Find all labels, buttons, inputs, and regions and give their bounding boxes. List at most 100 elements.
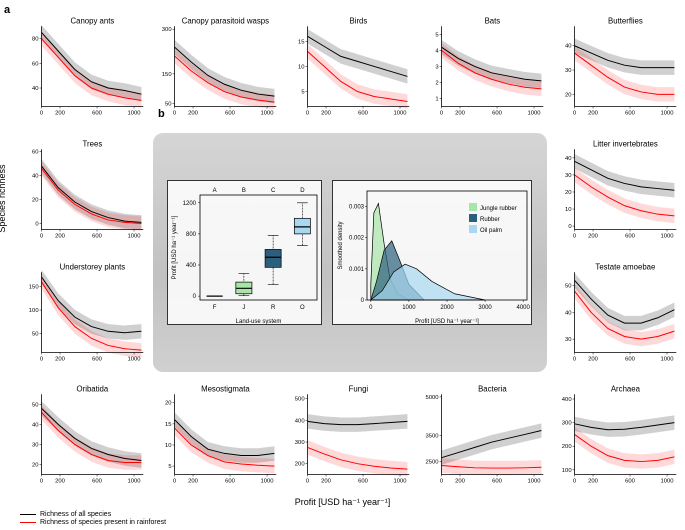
svg-text:40: 40 <box>565 310 572 316</box>
svg-text:500: 500 <box>295 397 306 403</box>
svg-text:C: C <box>271 188 276 194</box>
svg-text:Land-use system: Land-use system <box>236 319 282 325</box>
svg-text:30: 30 <box>565 337 572 343</box>
svg-text:200: 200 <box>588 356 599 362</box>
mini-chart-bats: Bats0200600100012345 <box>420 10 547 127</box>
svg-text:0: 0 <box>173 110 177 116</box>
svg-text:200: 200 <box>188 479 199 485</box>
svg-text:1000: 1000 <box>527 479 541 485</box>
svg-text:Birds: Birds <box>350 16 368 25</box>
svg-text:0: 0 <box>361 298 365 304</box>
svg-text:200: 200 <box>295 462 306 468</box>
svg-text:0: 0 <box>40 110 44 116</box>
svg-text:1000: 1000 <box>128 110 142 116</box>
svg-text:40: 40 <box>32 423 39 429</box>
svg-text:0: 0 <box>439 110 443 116</box>
svg-text:4000: 4000 <box>517 305 531 311</box>
svg-text:20: 20 <box>32 197 39 203</box>
svg-text:0: 0 <box>568 224 572 230</box>
legend-label-all: Richness of all species <box>40 511 111 518</box>
svg-text:10: 10 <box>298 64 305 70</box>
svg-text:Fungi: Fungi <box>349 385 369 394</box>
legend-line-black <box>20 514 36 516</box>
svg-text:5: 5 <box>302 89 306 95</box>
svg-text:60: 60 <box>32 149 39 155</box>
svg-text:200: 200 <box>55 233 66 239</box>
chart-grid: Canopy ants02006001000406080Canopy paras… <box>20 10 680 495</box>
svg-text:40: 40 <box>32 173 39 179</box>
svg-text:600: 600 <box>92 233 103 239</box>
svg-text:1000: 1000 <box>527 110 541 116</box>
svg-text:100: 100 <box>562 468 573 474</box>
svg-text:5000: 5000 <box>425 395 439 401</box>
svg-text:0: 0 <box>439 479 443 485</box>
mini-chart-birds: Birds0200600100051015 <box>286 10 413 127</box>
mini-chart-fungi: Fungi02006001000200300400500 <box>286 378 413 495</box>
svg-text:600: 600 <box>359 110 370 116</box>
legend-label-rainforest: Richness of species present in rainfores… <box>40 519 166 526</box>
svg-text:Butterflies: Butterflies <box>608 16 643 25</box>
svg-text:600: 600 <box>92 356 103 362</box>
svg-text:1000: 1000 <box>660 233 674 239</box>
svg-text:200: 200 <box>188 110 199 116</box>
svg-text:20: 20 <box>565 92 572 98</box>
svg-text:Canopy parasitoid wasps: Canopy parasitoid wasps <box>182 16 269 25</box>
svg-text:20: 20 <box>32 463 39 469</box>
center-panel: 04008001200AFBJCRDOLand-use systemProfit… <box>153 133 547 373</box>
svg-text:1000: 1000 <box>261 479 275 485</box>
svg-text:Testate amoebae: Testate amoebae <box>595 262 655 271</box>
svg-text:O: O <box>301 305 306 311</box>
svg-text:50: 50 <box>32 331 39 337</box>
svg-text:60: 60 <box>32 61 39 67</box>
svg-text:0: 0 <box>40 233 44 239</box>
svg-text:4: 4 <box>435 48 439 54</box>
svg-text:30: 30 <box>32 443 39 449</box>
legend-item-all: Richness of all species <box>20 511 166 518</box>
svg-text:Trees: Trees <box>83 139 103 148</box>
svg-text:Bats: Bats <box>484 16 500 25</box>
svg-text:1000: 1000 <box>128 356 142 362</box>
svg-text:0: 0 <box>40 479 44 485</box>
svg-text:50: 50 <box>165 102 172 108</box>
x-axis-label: Profit [USD ha⁻¹ year⁻¹] <box>295 497 391 508</box>
mini-chart-trees: Trees020060010000204060 <box>20 133 147 250</box>
center-content: 04008001200AFBJCRDOLand-use systemProfit… <box>153 133 547 373</box>
svg-text:Profit [USD ha⁻¹ year⁻¹]: Profit [USD ha⁻¹ year⁻¹] <box>172 215 178 279</box>
mini-chart-canopy-ants: Canopy ants02006001000406080 <box>20 10 147 127</box>
svg-text:3: 3 <box>435 64 438 70</box>
mini-chart-litter-invertebrates: Litter invertebrates02006001000010203040 <box>553 133 680 250</box>
svg-text:0: 0 <box>573 110 577 116</box>
svg-text:15: 15 <box>165 422 172 428</box>
mini-chart-testate-amoebae: Testate amoebae02006001000304050 <box>553 256 680 373</box>
svg-text:200: 200 <box>588 479 599 485</box>
svg-text:1200: 1200 <box>183 201 197 207</box>
svg-text:600: 600 <box>492 110 503 116</box>
svg-text:Oribatida: Oribatida <box>77 385 109 394</box>
mini-chart-archaea: Archaea02006001000100200300400 <box>553 378 680 495</box>
svg-text:300: 300 <box>162 27 173 33</box>
svg-text:200: 200 <box>562 444 573 450</box>
svg-text:150: 150 <box>29 284 40 290</box>
svg-text:0: 0 <box>193 294 197 300</box>
svg-text:A: A <box>213 188 217 194</box>
svg-text:40: 40 <box>32 86 39 92</box>
mini-chart-canopy-parasitoid-wasps: Canopy parasitoid wasps02006001000501503… <box>153 10 280 127</box>
svg-text:2000: 2000 <box>441 305 455 311</box>
svg-text:0: 0 <box>573 479 577 485</box>
svg-text:Bacteria: Bacteria <box>478 385 507 394</box>
svg-text:50: 50 <box>32 403 39 409</box>
svg-text:0.002: 0.002 <box>349 236 365 242</box>
svg-text:20: 20 <box>565 190 572 196</box>
svg-text:80: 80 <box>32 37 39 43</box>
svg-text:1000: 1000 <box>403 305 417 311</box>
svg-text:100: 100 <box>29 308 40 314</box>
svg-text:0: 0 <box>35 221 39 227</box>
svg-text:10: 10 <box>565 207 572 213</box>
svg-text:40: 40 <box>565 156 572 162</box>
svg-text:600: 600 <box>225 479 236 485</box>
svg-text:600: 600 <box>625 356 636 362</box>
svg-text:600: 600 <box>625 233 636 239</box>
legend-line-red <box>20 522 36 524</box>
svg-text:15: 15 <box>298 39 305 45</box>
svg-text:1000: 1000 <box>394 110 408 116</box>
